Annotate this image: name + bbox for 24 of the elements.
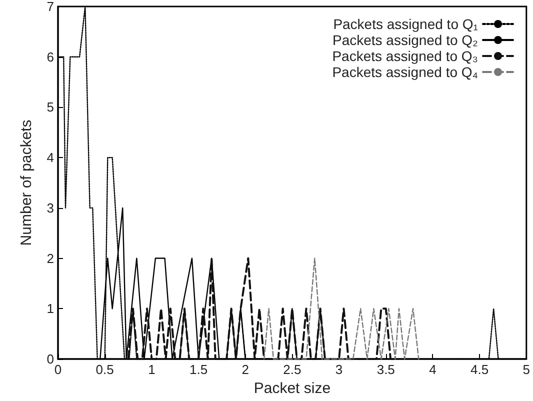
x-tick-label: 0.5 xyxy=(96,362,114,377)
x-tick-label: 3 xyxy=(335,362,343,377)
legend-label: Packets assigned to Q₁ xyxy=(333,16,478,32)
x-tick-label: 2 xyxy=(242,362,249,377)
y-tick-label: 5 xyxy=(46,100,54,115)
x-tick-label: 4.5 xyxy=(470,362,489,377)
x-tick-label: 4 xyxy=(429,362,436,377)
legend-label: Packets assigned to Q₄ xyxy=(332,64,478,80)
y-tick-label: 4 xyxy=(46,150,54,166)
y-axis-title: Number of packets xyxy=(18,120,35,246)
x-tick-label: 2.5 xyxy=(283,362,302,377)
y-tick-label: 1 xyxy=(46,301,54,316)
x-tick-label: 3.5 xyxy=(376,362,395,377)
x-tick-label: 1 xyxy=(148,362,156,377)
y-tick-label: 0 xyxy=(46,352,54,366)
legend-label: Packets assigned to Q₃ xyxy=(332,48,478,64)
y-tick-label: 3 xyxy=(46,200,54,216)
x-axis-title: Packet size xyxy=(254,380,331,397)
y-tick-label: 6 xyxy=(46,49,54,64)
x-tick-label: 1.5 xyxy=(189,362,208,377)
legend-label: Packets assigned to Q₂ xyxy=(332,32,478,48)
x-tick-label: 5 xyxy=(522,362,530,377)
y-tick-label: 7 xyxy=(46,0,54,14)
y-tick-label: 2 xyxy=(46,250,54,266)
